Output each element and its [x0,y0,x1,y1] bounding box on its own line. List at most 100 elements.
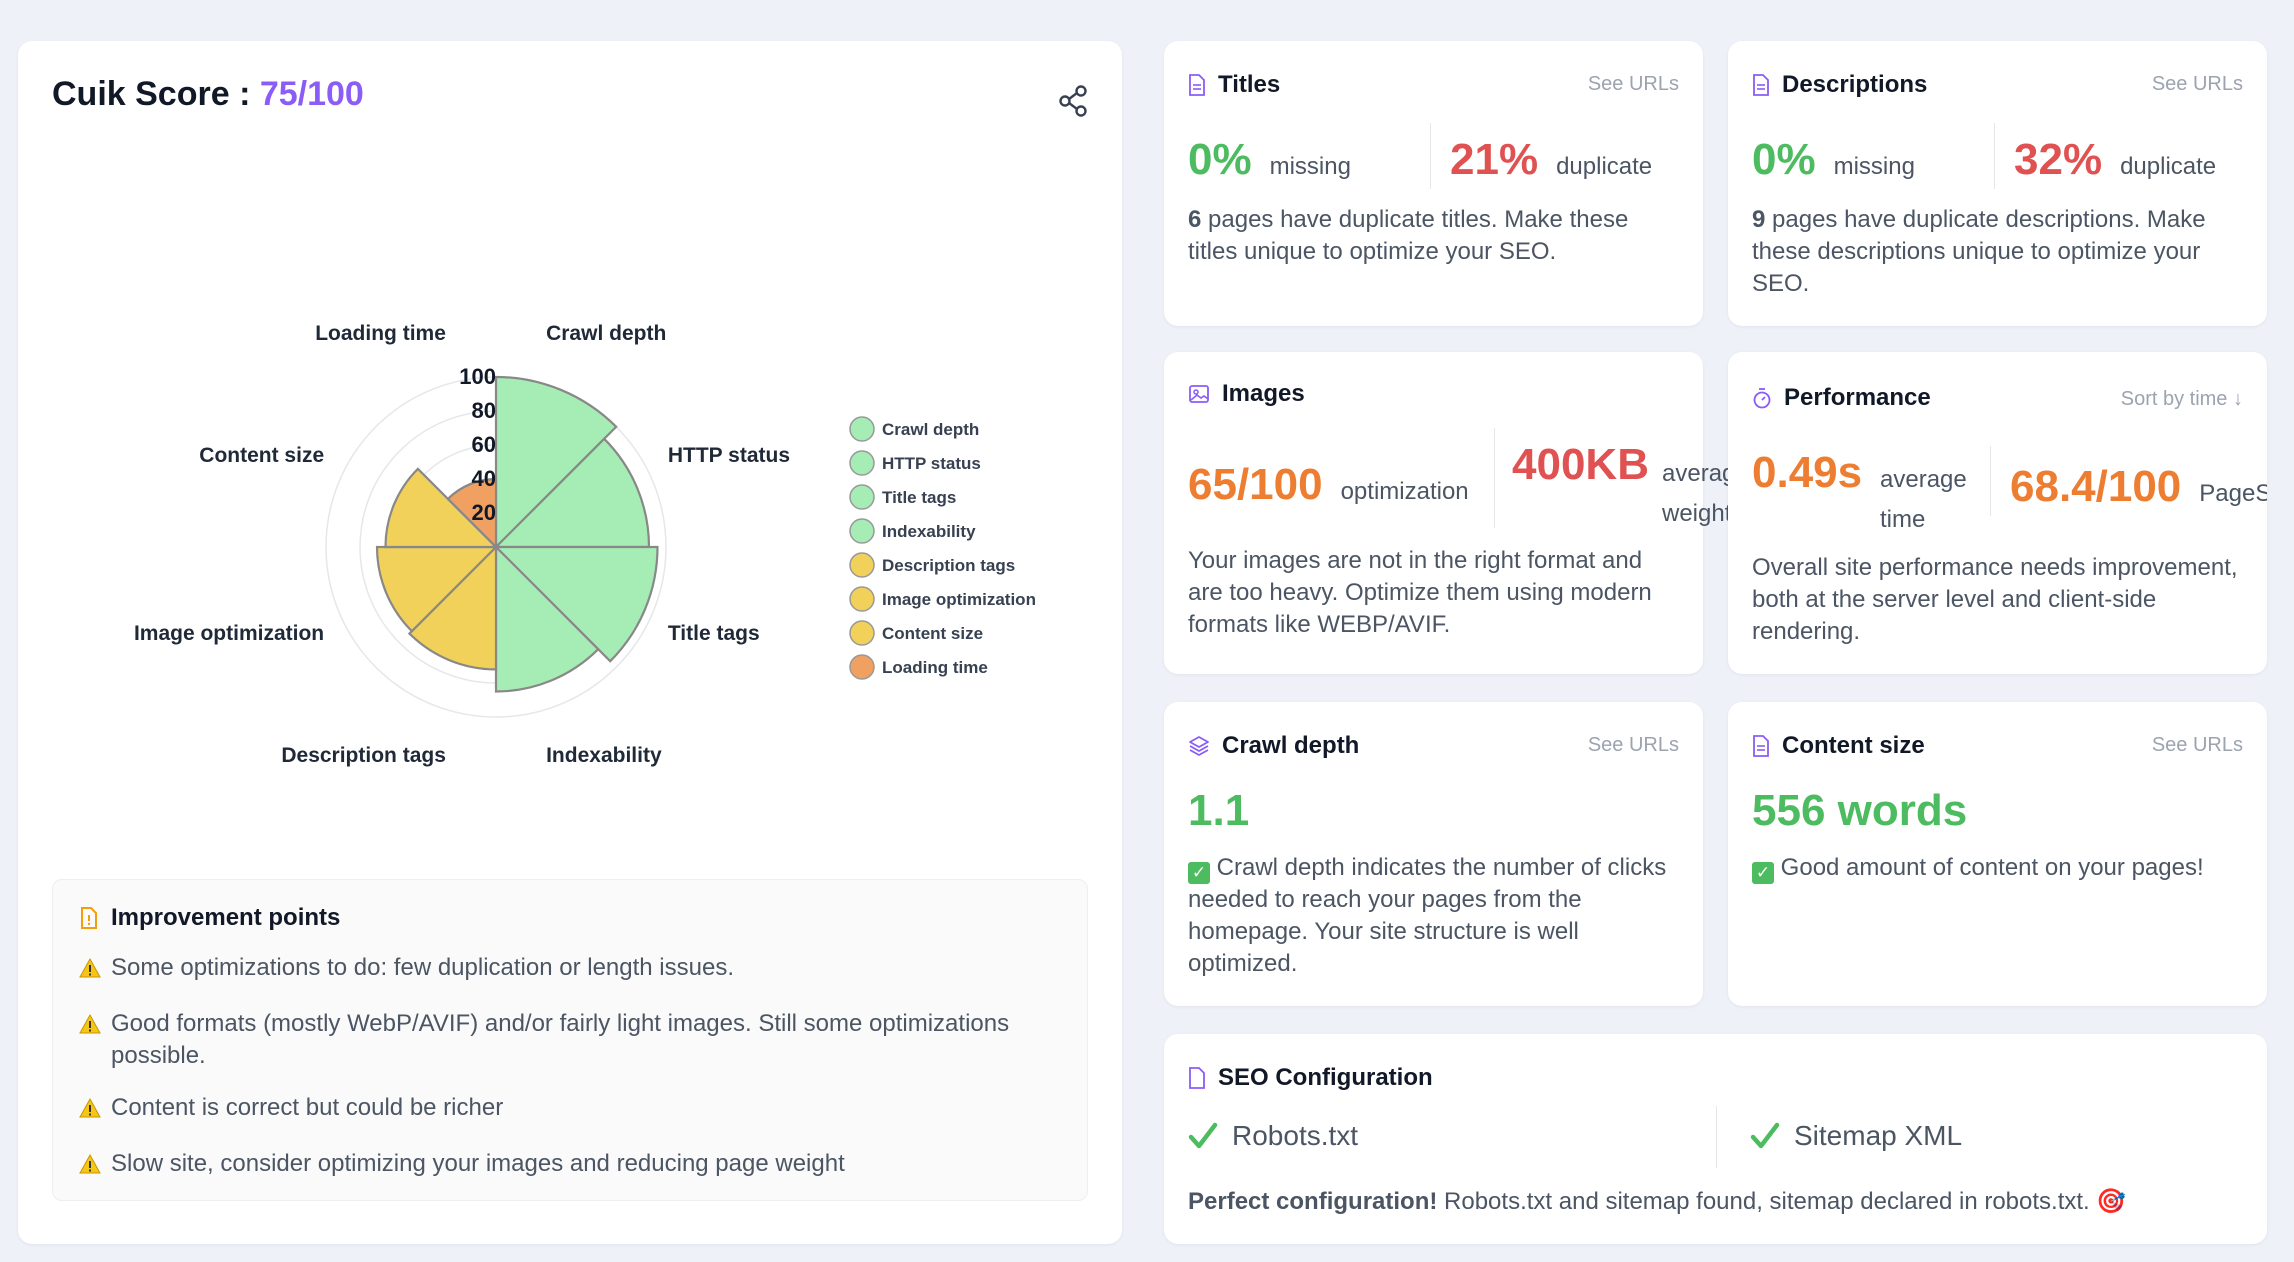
improvement-item-text: Some optimizations to do: few duplicatio… [111,954,735,981]
axis-label: Title tags [668,622,760,645]
seo-configuration-header: SEO Configuration [1188,1064,1433,1092]
titles-title: Titles [1218,71,1281,98]
descriptions-description: 9 pages have duplicate descriptions. Mak… [1752,204,2257,300]
content-size-stat: 556 words [1752,786,1967,836]
crawl-depth-see-urls-link[interactable]: See URLs [1587,734,1679,756]
tick-label: 100 [459,364,496,389]
warning-icon [79,1008,101,1072]
legend-label: Content size [882,624,983,643]
seo-configuration-title: SEO Configuration [1218,1064,1433,1091]
checkmark-icon [1750,1122,1780,1149]
seo-summary: Perfect configuration! Robots.txt and si… [1188,1186,2248,1218]
descriptions-card: Descriptions See URLs 0% missing 32% dup… [1728,41,2267,326]
legend-swatch [849,518,875,544]
tick-label: 80 [472,398,496,423]
crawl-depth-desc-text: Crawl depth indicates the number of clic… [1188,854,1667,977]
titles-missing-stat: 0% missing [1188,135,1351,185]
content-size-header: Content size [1752,732,1925,760]
performance-description: Overall site performance needs improveme… [1752,554,2238,645]
titles-header: Titles [1188,71,1280,99]
content-size-card: Content size See URLs 556 words ✓ Good a… [1728,702,2267,1006]
tick-label: 20 [472,500,496,525]
wedge-indexability [494,544,600,693]
tick-label: 40 [472,466,496,491]
crawl-depth-stat: 1.1 [1188,786,1249,836]
legend-swatch [849,654,875,680]
performance-sort-button[interactable]: Sort by time ↓ [2120,388,2243,410]
images-optimization-label: optimization [1340,478,1469,505]
improvement-item: Good formats (mostly WebP/AVIF) and/or f… [79,1008,1059,1072]
images-card: Images 65/100 optimization 400KB average… [1164,352,1749,674]
improvement-item: Slow site, consider optimizing your imag… [79,1148,1059,1184]
crawl-depth-header: Crawl depth [1188,732,1359,760]
check-icon: ✓ [1188,862,1210,884]
content-size-value: 556 words [1752,786,1968,835]
images-weight-stat: 400KB [1512,440,1649,490]
performance-header: Performance [1752,384,1931,412]
titles-desc-text: pages have duplicate titles. Make these … [1188,206,1629,265]
titles-see-urls-link[interactable]: See URLs [1587,73,1679,95]
legend-swatch [849,620,875,646]
descriptions-missing-value: 0% [1752,135,1816,184]
content-size-description: ✓ Good amount of content on your pages! [1752,852,2257,884]
crawl-depth-card: Crawl depth See URLs 1.1 ✓ Crawl depth i… [1164,702,1703,1006]
stopwatch-icon [1753,388,1771,409]
checkmark-icon [1188,1122,1218,1149]
images-optimization-stat: 65/100 optimization [1188,460,1469,510]
images-title: Images [1222,380,1305,407]
share-button[interactable] [1054,81,1094,121]
axis-label: Description tags [281,744,446,767]
wedge-title-tags [493,545,659,663]
content-size-desc-text: Good amount of content on your pages! [1780,854,2204,881]
radar-chart: 20 40 60 80 100 Crawl depth HTTP status Title t… [134,322,1036,767]
titles-missing-value: 0% [1188,135,1252,184]
performance-speed-label: PageSpe [2199,480,2267,507]
improvement-item-text: Good formats (mostly WebP/AVIF) and/or f… [111,1010,1010,1069]
sitemap-label: Sitemap XML [1794,1120,1963,1151]
document-icon [1189,74,1205,96]
score-label: Cuik Score : [52,75,260,113]
seo-configuration-card: SEO Configuration Robots.txt Sitemap XML… [1164,1034,2267,1244]
legend-label: Image optimization [882,590,1036,609]
axis-label: Crawl depth [546,322,666,345]
titles-count: 6 [1188,206,1202,233]
content-size-see-urls-link[interactable]: See URLs [2151,734,2243,756]
axis-label: Image optimization [134,622,324,645]
score-value: 75/100 [259,75,364,113]
improvement-list: Some optimizations to do: few duplicatio… [79,952,1059,1204]
seo-summary-text: Robots.txt and sitemap found, sitemap de… [1437,1188,2127,1215]
legend-swatch [849,450,875,476]
images-weight-label: average weight [1662,454,1749,534]
titles-duplicate-value: 21% [1450,135,1539,184]
images-description: Your images are not in the right format … [1188,547,1652,638]
layers-icon [1189,736,1209,756]
axis-label: Loading time [315,322,446,345]
legend-swatch [849,552,875,578]
wedge-loading-time [446,477,498,550]
seo-summary-bold: Perfect configuration! [1188,1188,1438,1215]
improvement-item-text: Content is correct but could be richer [111,1094,504,1121]
axis-label: Content size [199,444,324,467]
document-icon [1189,1067,1205,1089]
descriptions-duplicate-value: 32% [2014,135,2103,184]
legend-swatch [849,484,875,510]
descriptions-count: 9 [1752,206,1766,233]
descriptions-see-urls-link[interactable]: See URLs [2151,73,2243,95]
check-icon: ✓ [1752,862,1774,884]
improvement-item-text: Slow site, consider optimizing your imag… [111,1150,845,1177]
wedge-content-size [384,467,499,549]
performance-time-label-1: average [1880,466,1967,493]
images-weight-value: 400KB [1512,440,1649,489]
images-weight-label-2: weight [1662,500,1732,527]
legend-label: Description tags [882,556,1015,575]
wedge-image-optimization [375,545,499,633]
score-card: Cuik Score : 75/100 20 40 60 80 100 Crawl dep… [18,41,1122,1244]
descriptions-header: Descriptions [1752,71,1927,99]
score-title: Cuik Score : 75/100 [52,75,364,114]
descriptions-missing-stat: 0% missing [1752,135,1915,185]
performance-time-value: 0.49s [1752,448,1863,497]
document-icon [1753,74,1769,96]
performance-card: Performance Sort by time ↓ 0.49s average… [1728,352,2267,674]
image-icon [1189,385,1209,403]
divider [1494,428,1495,528]
